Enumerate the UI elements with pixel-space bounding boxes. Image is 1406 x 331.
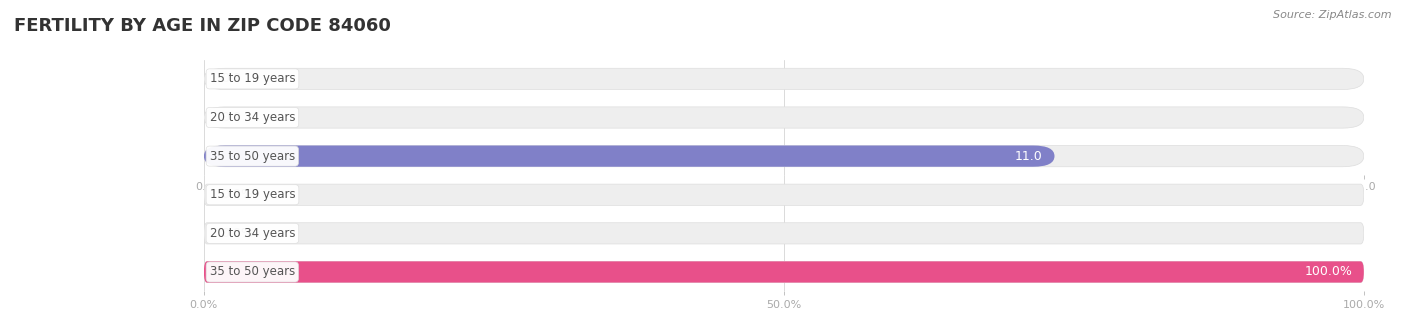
FancyBboxPatch shape [204, 107, 1364, 128]
Text: 100.0%: 100.0% [1305, 265, 1353, 278]
Text: 0.0: 0.0 [221, 72, 242, 85]
Text: 0.0%: 0.0% [221, 188, 253, 201]
Text: 35 to 50 years: 35 to 50 years [209, 265, 295, 278]
Text: 15 to 19 years: 15 to 19 years [209, 188, 295, 201]
FancyBboxPatch shape [204, 68, 1364, 89]
FancyBboxPatch shape [204, 146, 1364, 167]
Text: 11.0: 11.0 [1015, 150, 1043, 163]
Text: 20 to 34 years: 20 to 34 years [209, 111, 295, 124]
Text: 0.0%: 0.0% [221, 227, 253, 240]
Text: 20 to 34 years: 20 to 34 years [209, 227, 295, 240]
Text: 0.0: 0.0 [221, 111, 242, 124]
FancyBboxPatch shape [204, 184, 1364, 205]
Text: Source: ZipAtlas.com: Source: ZipAtlas.com [1274, 10, 1392, 20]
FancyBboxPatch shape [204, 146, 1054, 167]
FancyBboxPatch shape [204, 261, 1364, 283]
FancyBboxPatch shape [204, 223, 1364, 244]
Text: 15 to 19 years: 15 to 19 years [209, 72, 295, 85]
Text: 35 to 50 years: 35 to 50 years [209, 150, 295, 163]
FancyBboxPatch shape [204, 261, 1364, 283]
Text: FERTILITY BY AGE IN ZIP CODE 84060: FERTILITY BY AGE IN ZIP CODE 84060 [14, 17, 391, 34]
